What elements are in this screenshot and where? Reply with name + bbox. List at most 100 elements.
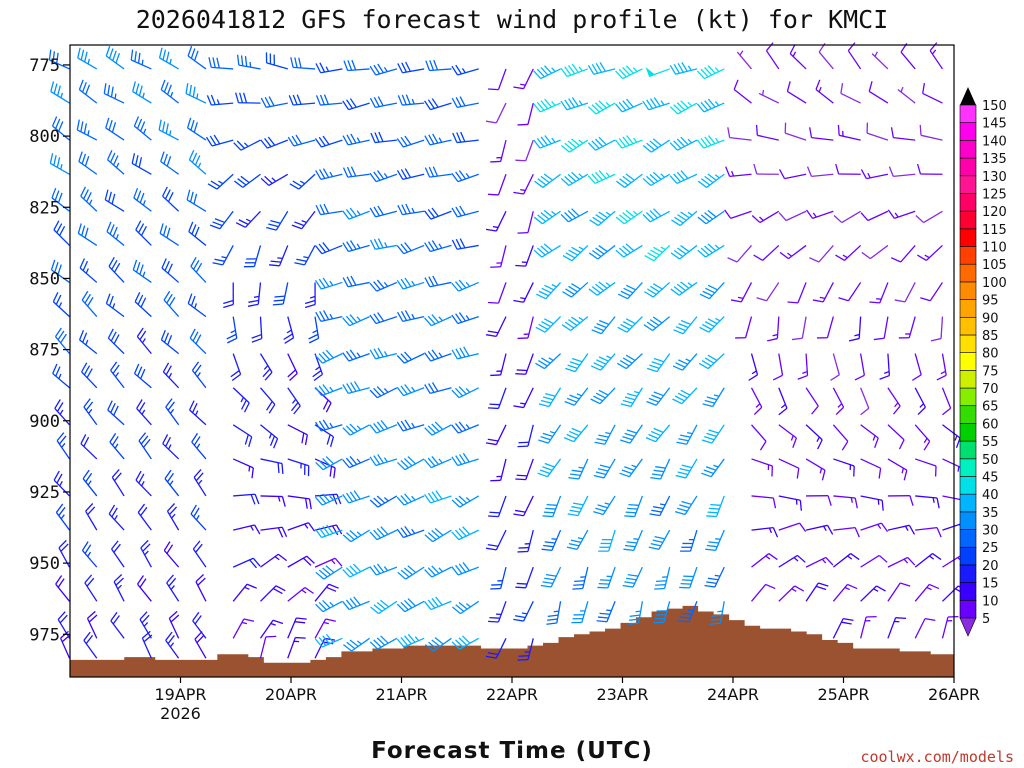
wind-barb — [485, 638, 507, 659]
wind-barb — [702, 387, 725, 408]
wind-barb — [724, 209, 752, 220]
wind-barb — [53, 470, 70, 497]
wind-barb — [517, 529, 534, 553]
wind-barb — [942, 424, 961, 448]
wind-barb — [533, 243, 561, 258]
colorbar-label: 125 — [982, 187, 1007, 202]
wind-barb — [343, 59, 370, 72]
colorbar-label: 60 — [982, 417, 999, 432]
wind-barb — [108, 504, 125, 531]
wind-barb — [57, 611, 71, 639]
wind-barb — [789, 44, 807, 70]
wind-barb — [560, 63, 589, 78]
wind-barb — [646, 353, 671, 373]
colorbar-swatch — [959, 582, 977, 601]
wind-barb — [710, 601, 725, 625]
wind-barb — [669, 62, 698, 75]
wind-barb — [209, 210, 234, 230]
x-tick-label: 24APR — [707, 685, 759, 704]
wind-barb — [699, 316, 725, 333]
wind-barb — [816, 316, 834, 339]
wind-barb — [304, 282, 316, 309]
wind-barb — [705, 529, 725, 552]
wind-barb — [513, 601, 534, 622]
wind-barb — [535, 353, 562, 370]
wind-barb — [59, 630, 71, 659]
wind-barb — [342, 456, 370, 469]
wind-barb — [784, 122, 807, 141]
wind-barb — [163, 290, 180, 318]
wind-barb — [424, 490, 452, 504]
wind-barb — [488, 601, 507, 623]
colorbar-swatch — [959, 157, 977, 177]
wind-barb — [424, 456, 452, 469]
wind-barb — [562, 281, 589, 298]
wind-barb — [887, 582, 911, 602]
wind-barb — [818, 42, 834, 70]
wind-barb — [730, 282, 753, 303]
wind-barb — [805, 458, 826, 481]
wind-barb — [50, 259, 70, 283]
wind-barb — [490, 245, 507, 268]
wind-barb — [315, 456, 343, 471]
wind-barb — [83, 631, 98, 659]
wind-barb — [105, 117, 125, 141]
wind-barb — [778, 522, 807, 532]
wind-barb — [699, 282, 725, 300]
wind-barb — [315, 168, 343, 181]
credit-text: coolwx.com/models — [860, 748, 1014, 766]
wind-barb — [676, 424, 698, 445]
y-tick-label: 900 — [29, 412, 60, 432]
colorbar-swatch — [959, 546, 977, 566]
wind-barb — [81, 362, 98, 389]
wind-barb — [190, 504, 207, 531]
wind-barb — [136, 327, 152, 355]
wind-barb — [619, 424, 643, 444]
wind-barb — [186, 189, 207, 212]
wind-barb — [642, 138, 671, 153]
wind-barb — [77, 47, 98, 70]
wind-barb — [49, 153, 70, 175]
wind-barb — [55, 503, 71, 531]
wind-barb — [587, 170, 616, 185]
wind-barb — [314, 458, 336, 479]
wind-barb — [650, 458, 671, 480]
wind-barb — [397, 456, 425, 471]
wind-barb — [315, 62, 343, 74]
wind-barb — [136, 399, 152, 426]
wind-barb — [53, 220, 70, 246]
wind-barb — [308, 316, 320, 344]
wind-barb — [396, 493, 425, 506]
wind-barb — [833, 495, 858, 509]
wind-barb — [192, 540, 207, 568]
wind-barb — [536, 282, 562, 300]
wind-barb — [58, 539, 71, 568]
wind-barb — [160, 151, 180, 175]
y-tick-label: 925 — [29, 483, 60, 503]
wind-barb — [162, 434, 180, 460]
wind-barb — [161, 258, 180, 283]
wind-barb — [76, 119, 98, 141]
wind-barb — [571, 601, 589, 624]
wind-barb — [678, 601, 698, 623]
colorbar-label: 130 — [982, 170, 1007, 185]
wind-barb — [291, 210, 316, 230]
wind-barb — [786, 81, 807, 104]
y-tick-label: 850 — [29, 269, 60, 289]
wind-barb — [597, 566, 616, 589]
wind-barb — [315, 203, 343, 216]
wind-barb — [879, 353, 891, 380]
wind-barb — [314, 633, 343, 648]
x-tick-label: 19APR — [154, 685, 206, 704]
wind-barb — [751, 424, 767, 451]
wind-barb — [314, 524, 343, 539]
wind-barb — [314, 349, 343, 364]
wind-barb — [649, 495, 671, 517]
wind-barb — [645, 424, 671, 443]
wind-barb — [55, 575, 71, 602]
wind-barb — [805, 524, 834, 535]
wind-barb — [837, 124, 861, 141]
wind-barb — [137, 575, 152, 602]
wind-barb — [534, 173, 561, 188]
wind-barb — [779, 244, 807, 260]
